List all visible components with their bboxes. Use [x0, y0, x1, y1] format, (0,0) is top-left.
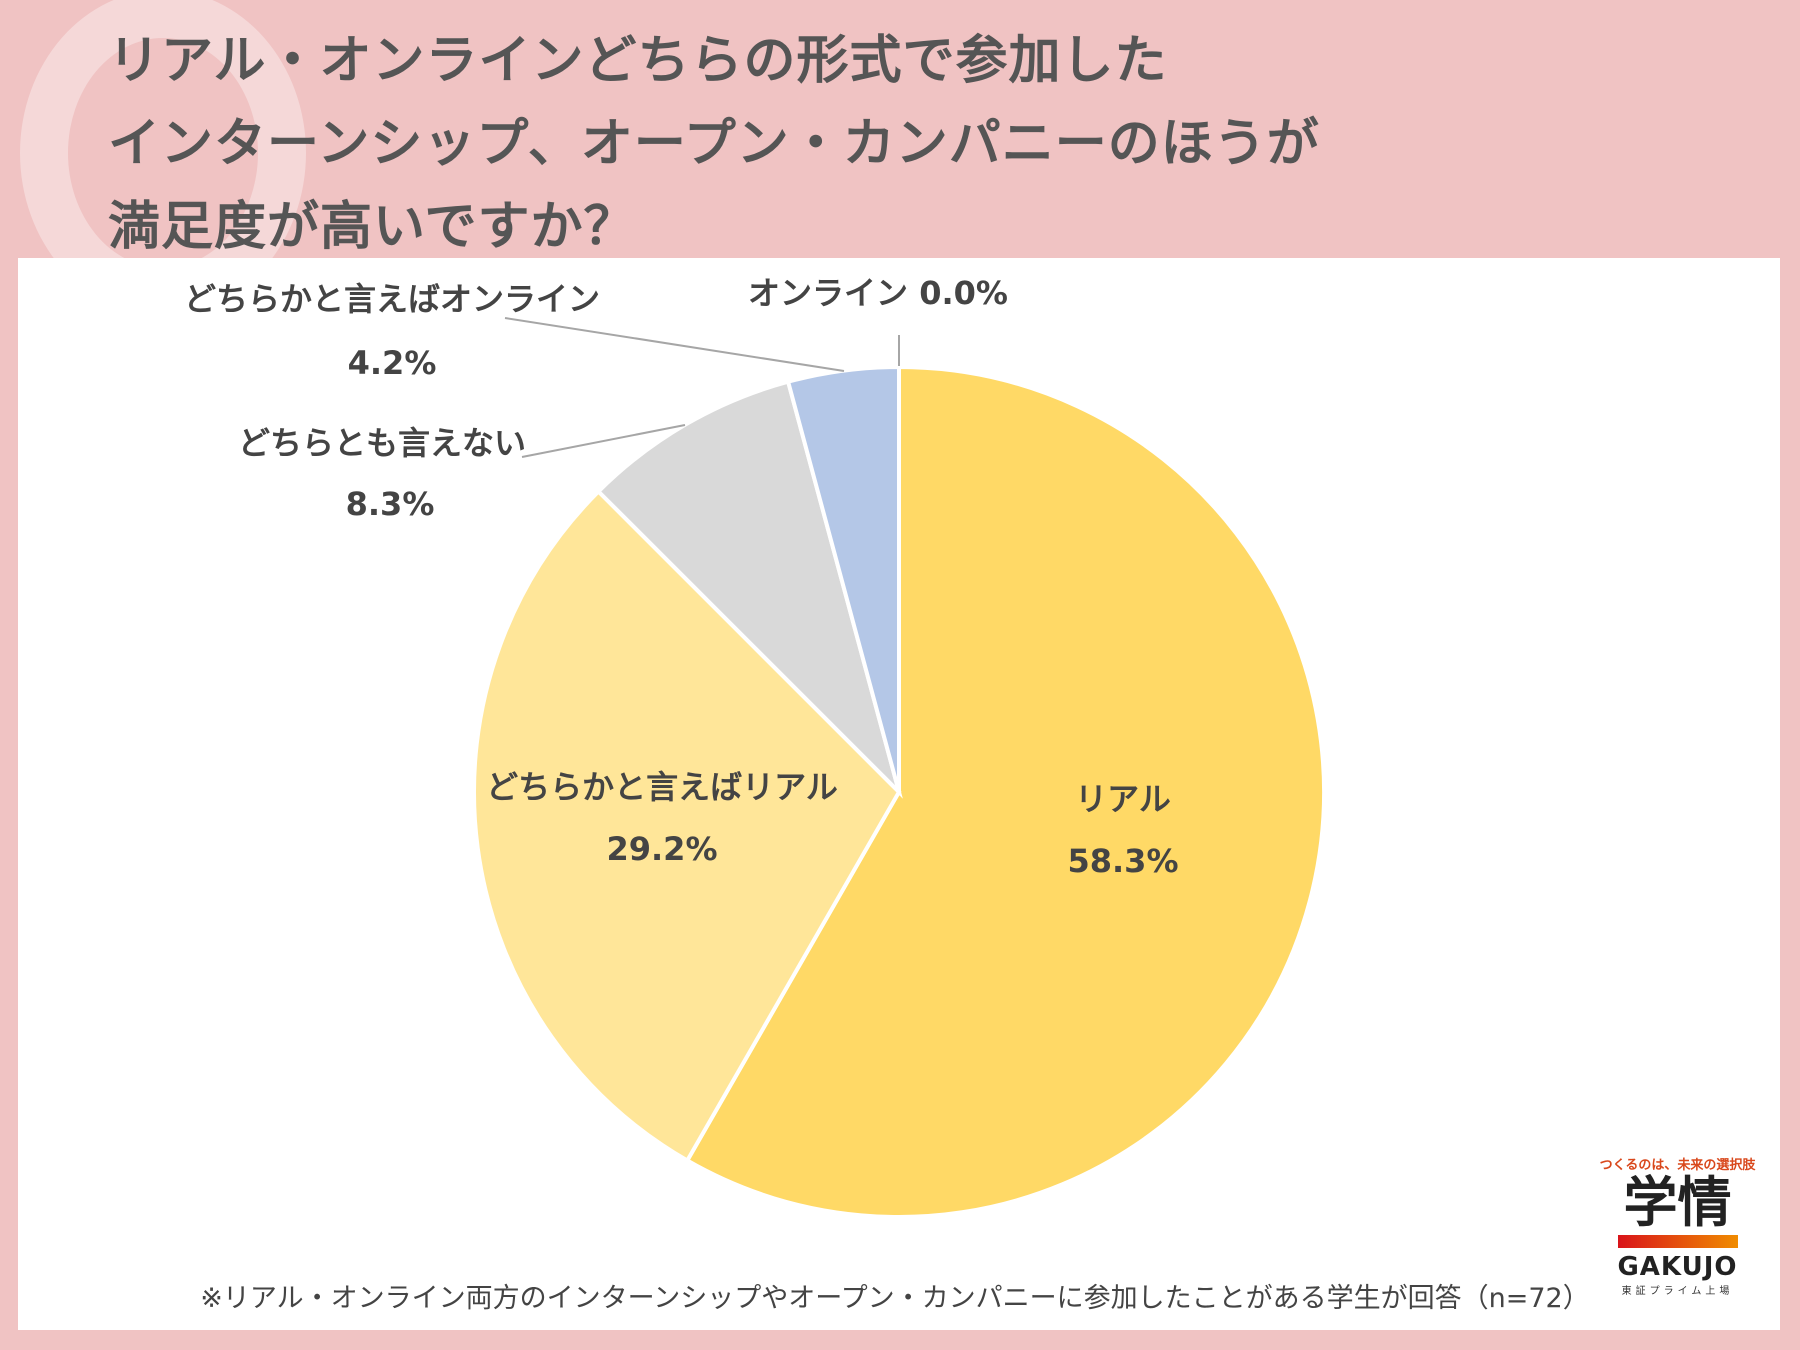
page-title: リアル・オンラインどちらの形式で参加した インターンシップ、オープン・カンパニー…	[108, 20, 1320, 269]
title-line: リアル・オンラインどちらの形式で参加した	[108, 31, 1168, 91]
label-online: オンライン 0.0%	[748, 274, 1008, 312]
label-online-name: オンライン	[748, 274, 908, 312]
logo-bar	[1617, 1235, 1738, 1248]
label-neutral-name: どちらとも言えない	[238, 424, 526, 462]
label-online-value: 0.0%	[919, 274, 1008, 312]
title-line: 満足度が高いですか？	[108, 197, 637, 257]
logo-name: GAKUJO	[1617, 1252, 1738, 1282]
label-real-name: リアル	[1075, 780, 1171, 818]
gakujo-logo: つくるのは、未来の選択肢 学情 GAKUJO 東証プライム上場	[1587, 1142, 1768, 1317]
label-real-value: 58.3%	[1067, 842, 1178, 880]
footnote: ※リアル・オンライン両方のインターンシップやオープン・カンパニーに参加したことが…	[200, 1283, 1590, 1314]
leader-line-neutral	[521, 424, 686, 458]
logo-tagline: つくるのは、未来の選択肢	[1599, 1158, 1756, 1173]
label-online-lean-name: どちらかと言えばオンライン	[184, 280, 600, 318]
label-online-lean-value: 4.2%	[348, 344, 437, 382]
label-real-lean-value: 29.2%	[606, 830, 717, 868]
pie-slice-2	[595, 379, 903, 799]
label-neutral-value: 8.3%	[346, 485, 435, 523]
title-line: インターンシップ、オープン・カンパニーのほうが	[108, 114, 1320, 174]
logo-kanji: 学情	[1623, 1171, 1732, 1234]
leader-line-online-lean	[504, 317, 845, 372]
label-real-lean-name: どちらかと言えばリアル	[486, 768, 838, 806]
pie-slice-1	[472, 488, 902, 1164]
logo-sub: 東証プライム上場	[1621, 1286, 1734, 1297]
pie-slice-0	[684, 364, 1326, 1219]
